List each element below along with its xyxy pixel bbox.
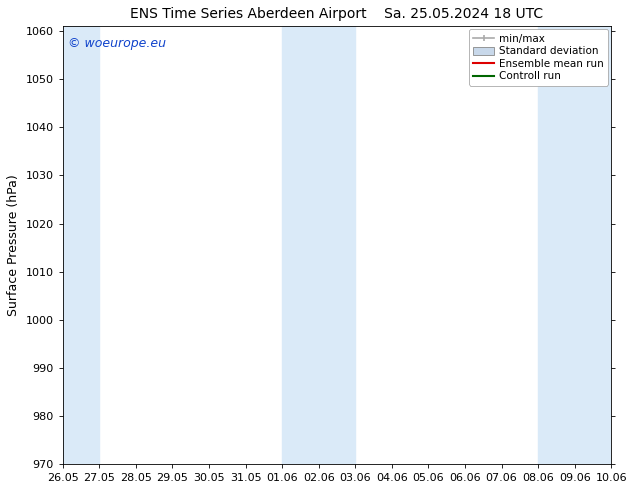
Bar (282, 26, 355, 464)
Legend: min/max, Standard deviation, Ensemble mean run, Controll run: min/max, Standard deviation, Ensemble me… (469, 29, 608, 86)
Y-axis label: Surface Pressure (hPa): Surface Pressure (hPa) (7, 174, 20, 316)
Text: © woeurope.eu: © woeurope.eu (68, 37, 166, 50)
Bar (538, 26, 611, 464)
Bar (63, 26, 100, 464)
Title: ENS Time Series Aberdeen Airport    Sa. 25.05.2024 18 UTC: ENS Time Series Aberdeen Airport Sa. 25.… (131, 7, 543, 21)
